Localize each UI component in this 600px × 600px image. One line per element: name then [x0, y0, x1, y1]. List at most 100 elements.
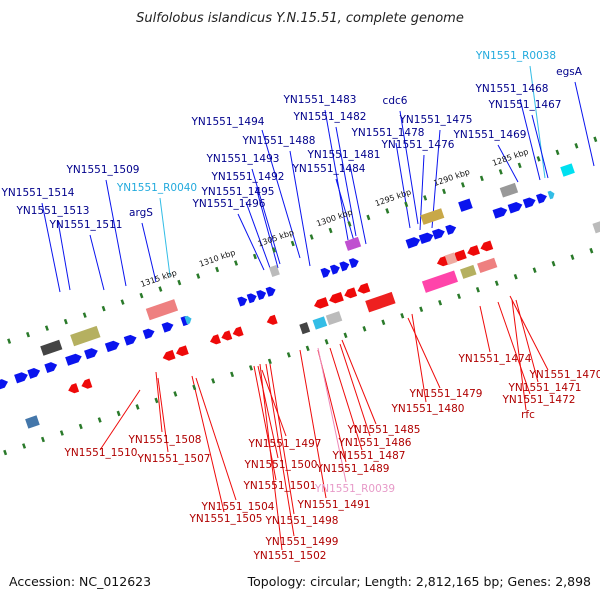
genome-axis — [0, 182, 600, 410]
gene-box — [365, 291, 396, 313]
reverse-gene-label[interactable]: YN1551_1500 — [244, 459, 318, 471]
reverse-leader-line — [299, 349, 327, 499]
tick-mark — [97, 417, 102, 423]
forward-gene-arrow — [405, 237, 421, 249]
forward-gene-label[interactable]: YN1551_1496 — [192, 198, 266, 210]
forward-gene-label[interactable]: YN1551_1488 — [242, 135, 316, 147]
tick-mark — [324, 339, 329, 345]
forward-gene-label[interactable]: YN1551_1495 — [201, 186, 275, 198]
forward-gene-label[interactable]: YN1551_1493 — [206, 153, 280, 165]
forward-gene-label[interactable]: YN1551_1492 — [211, 171, 285, 183]
scale-label: 1305 kbp — [257, 228, 296, 249]
gene-box — [592, 219, 600, 234]
reverse-gene-label[interactable]: YN1551_1480 — [391, 403, 465, 415]
reverse-gene-label[interactable]: YN1551_1471 — [508, 382, 582, 394]
forward-leader-line — [497, 144, 519, 183]
tick-mark — [196, 273, 201, 279]
forward-gene-arrow — [432, 228, 445, 240]
scale-label: 1315 kbp — [139, 268, 178, 289]
forward-gene-label[interactable]: YN1551_1484 — [292, 163, 366, 175]
tick-mark — [498, 169, 503, 175]
reverse-gene-label[interactable]: YN1551_1486 — [338, 437, 412, 449]
tick-mark — [419, 306, 424, 313]
gene-box — [299, 322, 311, 335]
reverse-leader-line — [261, 369, 287, 437]
reverse-gene-label[interactable]: YN1551_1498 — [265, 515, 339, 527]
reverse-gene-label[interactable]: YN1551_1489 — [316, 463, 390, 475]
reverse-gene-label[interactable]: rfc — [521, 409, 535, 421]
tick-mark — [59, 430, 64, 436]
forward-gene-arrow — [320, 267, 331, 278]
tick-mark — [215, 266, 220, 273]
tick-mark — [555, 149, 560, 156]
reverse-gene-label[interactable]: YN1551_1479 — [409, 388, 483, 400]
reverse-gene-label[interactable]: YN1551_1497 — [248, 438, 322, 450]
forward-gene-label[interactable]: YN1551_1469 — [453, 129, 527, 141]
label-leader-lines — [41, 65, 595, 551]
reverse-leader-line — [257, 365, 279, 459]
tick-mark — [82, 312, 87, 318]
forward-gene-label[interactable]: YN1551_1468 — [475, 83, 549, 95]
tick-mark — [177, 279, 182, 286]
forward-gene-label[interactable]: YN1551_R0040 — [116, 182, 197, 194]
forward-gene-label[interactable]: YN1551_1514 — [1, 187, 75, 199]
genome-summary-text: Topology: circular; Length: 2,812,165 bp… — [247, 574, 591, 589]
tick-mark — [574, 143, 579, 149]
tick-mark — [456, 293, 461, 300]
forward-leader-line — [519, 98, 541, 181]
tick-mark — [479, 175, 484, 182]
forward-gene-label[interactable]: egsA — [556, 66, 583, 78]
forward-gene-label[interactable]: YN1551_1475 — [399, 114, 473, 126]
reverse-gene-label[interactable]: YN1551_1508 — [128, 434, 202, 446]
reverse-gene-label[interactable]: YN1551_1505 — [189, 513, 263, 525]
forward-gene-label[interactable]: YN1551_1476 — [381, 139, 455, 151]
gene-box — [70, 325, 101, 347]
reverse-leader-line — [317, 347, 347, 483]
reverse-gene-label[interactable]: YN1551_1499 — [265, 536, 339, 548]
reverse-leader-line — [191, 375, 225, 513]
tick-mark — [362, 326, 367, 332]
forward-gene-label[interactable]: YN1551_1481 — [307, 149, 381, 161]
forward-gene-label[interactable]: YN1551_1467 — [488, 99, 562, 111]
forward-gene-label[interactable]: argS — [129, 207, 153, 219]
gene-box — [460, 264, 477, 279]
forward-gene-label[interactable]: YN1551_1511 — [49, 219, 123, 231]
tick-mark — [570, 254, 575, 260]
reverse-gene-label[interactable]: YN1551_1504 — [201, 501, 275, 513]
tick-mark — [78, 423, 83, 430]
reverse-gene-label[interactable]: YN1551_1501 — [243, 480, 317, 492]
reverse-gene-label[interactable]: YN1551_1487 — [332, 450, 406, 462]
reverse-gene-label[interactable]: YN1551_1507 — [137, 453, 211, 465]
tick-mark — [158, 286, 163, 292]
forward-gene-label[interactable]: YN1551_1478 — [351, 127, 425, 139]
forward-rna-arrow — [547, 190, 555, 200]
reverse-gene-label[interactable]: YN1551_1485 — [347, 424, 421, 436]
reverse-leader-line — [339, 343, 371, 437]
forward-leader-line — [41, 202, 61, 293]
forward-gene-arrow — [84, 348, 98, 360]
forward-gene-label[interactable]: YN1551_1513 — [16, 205, 90, 217]
reverse-gene-arrow — [175, 345, 189, 357]
reverse-gene-label[interactable]: YN1551_1510 — [64, 447, 138, 459]
forward-gene-arrow — [0, 379, 9, 391]
reverse-gene-label[interactable]: YN1551_1491 — [297, 499, 371, 511]
reverse-leader-line — [155, 371, 163, 433]
tick-mark — [536, 156, 541, 162]
reverse-gene-label[interactable]: YN1551_R0039 — [314, 483, 395, 495]
reverse-gene-label[interactable]: YN1551_1470 — [529, 369, 600, 381]
forward-gene-label[interactable]: cdc6 — [383, 95, 408, 107]
reverse-leader-line — [407, 317, 441, 389]
reverse-gene-label[interactable]: YN1551_1474 — [458, 353, 532, 365]
reverse-gene-arrow — [232, 326, 244, 337]
reverse-gene-label[interactable]: YN1551_1472 — [502, 394, 576, 406]
tick-mark — [290, 240, 295, 247]
reverse-gene-label[interactable]: YN1551_1502 — [253, 550, 327, 562]
forward-gene-label[interactable]: YN1551_1509 — [66, 164, 140, 176]
tick-mark — [460, 182, 465, 188]
tick-mark — [120, 299, 125, 305]
forward-gene-label[interactable]: YN1551_R0038 — [475, 50, 556, 62]
gene-box — [269, 264, 280, 277]
forward-gene-label[interactable]: YN1551_1482 — [293, 111, 367, 123]
forward-gene-label[interactable]: YN1551_1483 — [283, 94, 357, 106]
forward-gene-label[interactable]: YN1551_1494 — [191, 116, 265, 128]
